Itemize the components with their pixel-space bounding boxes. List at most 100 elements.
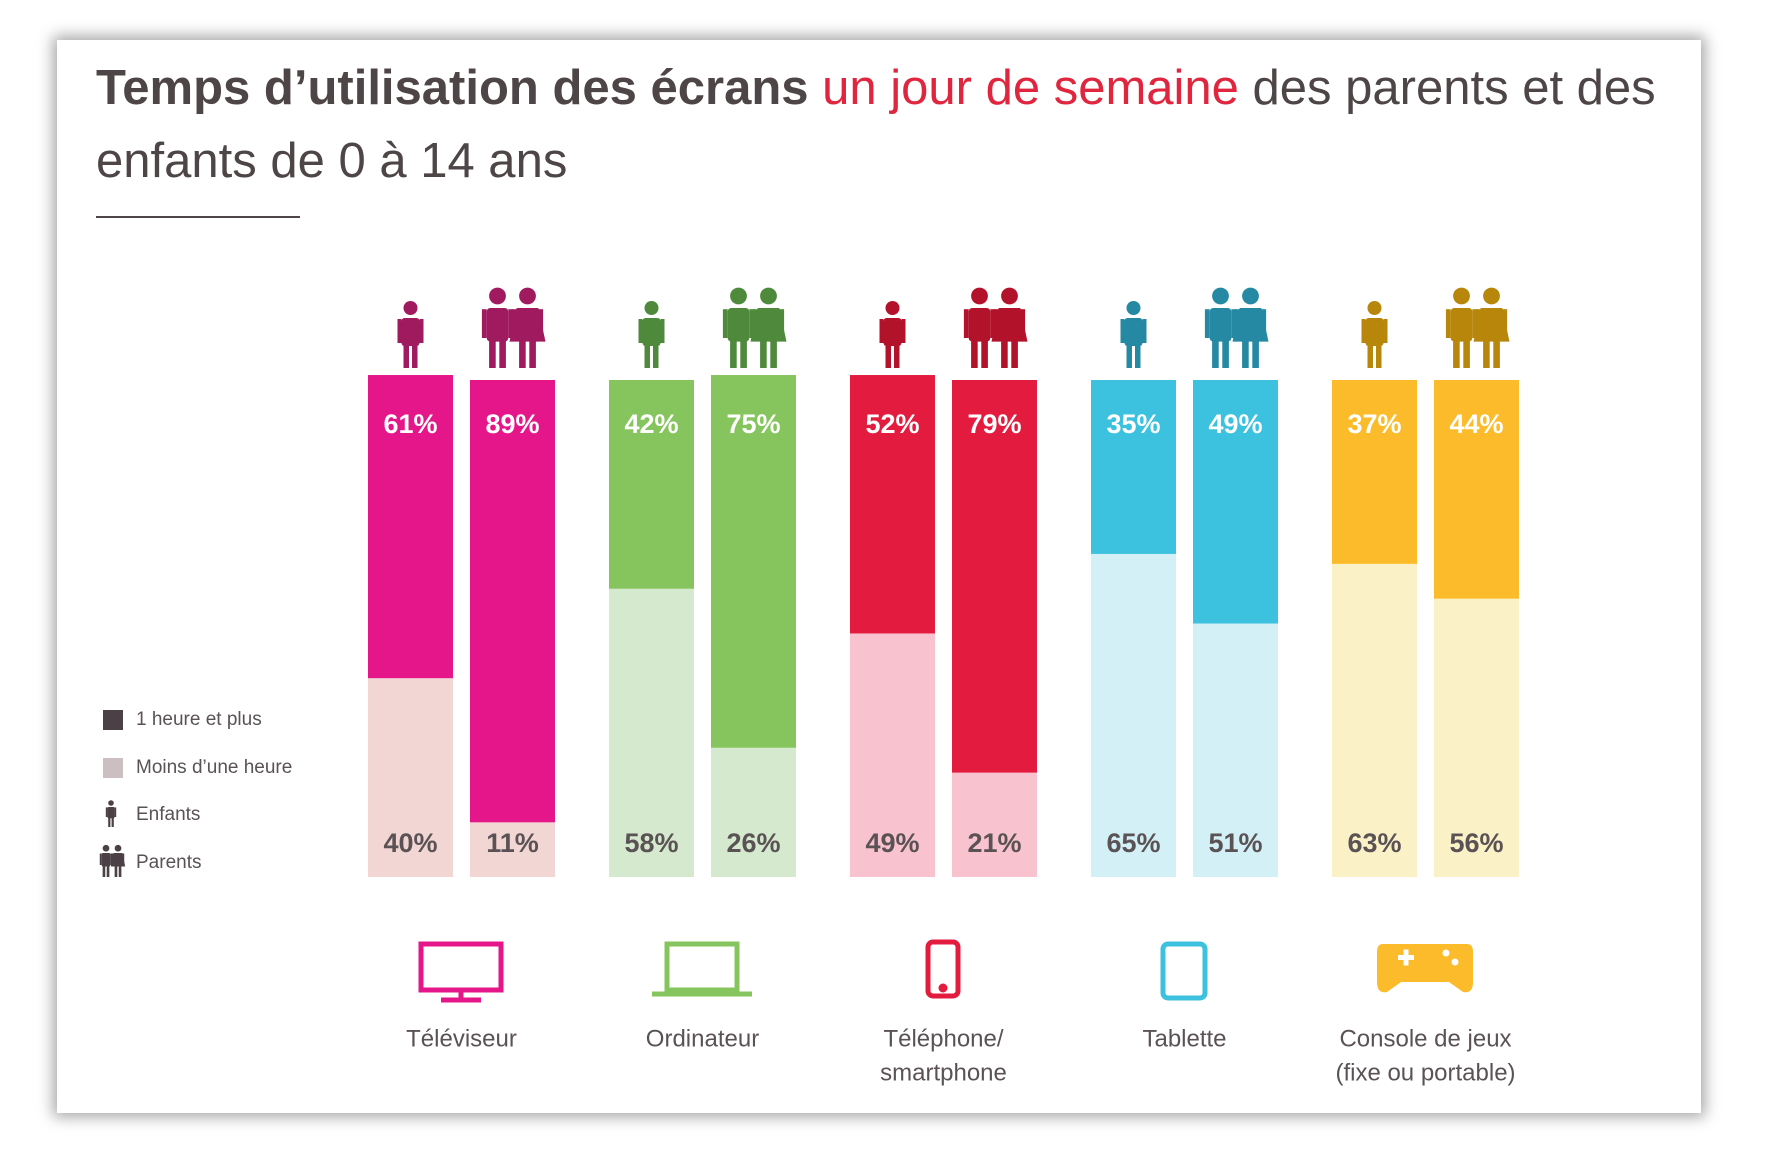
bar-segment-high: [609, 380, 694, 589]
person-arm: [963, 309, 969, 338]
person-arm: [993, 309, 999, 338]
person-icon: [509, 287, 546, 368]
person-icon: [110, 844, 126, 877]
title-rest: des parents et des enfants de 0 à 14 ans: [96, 61, 1656, 188]
value-label: 58%: [624, 828, 678, 858]
category-label: Téléphone/: [883, 1025, 1003, 1052]
person-leg: [1376, 344, 1382, 368]
person-leg: [118, 865, 122, 877]
person-arm: [1234, 309, 1240, 338]
person-head: [730, 287, 747, 305]
person-head: [1367, 301, 1382, 315]
person-icon: [1232, 287, 1269, 368]
person-icon: [963, 287, 996, 368]
person-arm: [1383, 319, 1388, 343]
person-icon: [638, 301, 665, 368]
value-label: 35%: [1106, 409, 1160, 439]
person-leg: [1493, 339, 1500, 368]
value-label: 61%: [383, 409, 437, 439]
bar-segment-high: [368, 375, 453, 679]
person-leg: [740, 339, 747, 368]
person-arm: [779, 309, 785, 338]
person-leg: [1252, 339, 1259, 368]
person-icon: [991, 287, 1028, 368]
bar-segment-low: [470, 822, 555, 877]
value-label: 65%: [1106, 828, 1160, 858]
person-arm: [1472, 309, 1478, 338]
person-head: [1126, 301, 1141, 315]
person-arm: [1020, 309, 1026, 338]
value-label: 37%: [1347, 409, 1401, 439]
person-leg: [519, 339, 526, 368]
person-arm: [638, 319, 643, 343]
person-leg: [1453, 339, 1460, 368]
category-label: (fixe ou portable): [1335, 1059, 1515, 1086]
person-body: [991, 308, 1028, 342]
person-head: [1483, 287, 1500, 305]
person-arm: [538, 309, 544, 338]
bar-segment-high: [1332, 380, 1417, 564]
person-body: [509, 308, 546, 342]
category-label: Tablette: [1142, 1025, 1226, 1052]
person-arm: [111, 853, 114, 865]
person-arm: [722, 309, 728, 338]
value-label: 63%: [1347, 828, 1401, 858]
person-arm: [660, 319, 665, 343]
bar-segment-low: [609, 588, 694, 877]
person-arm: [508, 309, 514, 338]
bar-segment-high: [952, 380, 1037, 773]
person-body: [727, 308, 750, 342]
bar-segment-high: [1434, 380, 1519, 599]
category-label: Téléviseur: [406, 1025, 517, 1052]
person-leg: [730, 339, 737, 368]
person-head: [1453, 287, 1470, 305]
person-icon: [481, 287, 514, 368]
category-label: Console de jeux: [1339, 1025, 1511, 1052]
tv-icon: [418, 941, 504, 1003]
person-leg: [412, 344, 418, 368]
person-body: [883, 318, 902, 346]
person-leg: [499, 339, 506, 368]
bar-segment-high: [1193, 380, 1278, 624]
laptop-icon: [652, 941, 752, 997]
legend-swatch: [103, 710, 123, 730]
person-body: [1473, 308, 1510, 342]
value-label: 42%: [624, 409, 678, 439]
console-icon: [1377, 944, 1473, 993]
person-leg: [894, 344, 900, 368]
person-arm: [1475, 309, 1481, 338]
person-head: [644, 301, 659, 315]
person-arm: [1231, 309, 1237, 338]
bar-segment-high: [850, 375, 935, 634]
person-leg: [1212, 339, 1219, 368]
person-leg: [1135, 344, 1141, 368]
person-head: [1242, 287, 1259, 305]
bar-segment-high: [1091, 380, 1176, 554]
legend-label: Enfants: [136, 804, 200, 825]
person-body: [1232, 308, 1269, 342]
title-bold: Temps d’utilisation des écrans: [96, 61, 809, 115]
value-label: 89%: [485, 409, 539, 439]
value-label: 49%: [1208, 409, 1262, 439]
person-icon: [397, 301, 424, 368]
person-arm: [1261, 309, 1267, 338]
person-leg: [981, 339, 988, 368]
legend-label: Moins d’une heure: [136, 757, 292, 778]
person-leg: [1011, 339, 1018, 368]
bar-segment-low: [1193, 623, 1278, 877]
value-label: 26%: [726, 828, 780, 858]
person-body: [1450, 308, 1473, 342]
person-icon: [1473, 287, 1510, 368]
legend-label: Parents: [136, 852, 201, 873]
person-body: [1124, 318, 1143, 346]
person-icon: [1120, 301, 1147, 368]
person-icon: [879, 301, 906, 368]
person-arm: [481, 309, 487, 338]
person-leg: [1463, 339, 1470, 368]
person-arm: [397, 319, 402, 343]
value-label: 51%: [1208, 828, 1262, 858]
person-arm: [110, 853, 113, 865]
person-leg: [102, 865, 106, 877]
person-arm: [1361, 319, 1366, 343]
